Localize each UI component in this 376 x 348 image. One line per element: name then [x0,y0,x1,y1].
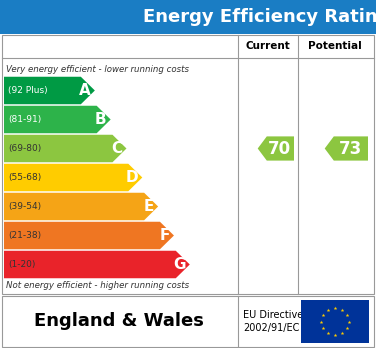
Bar [301,300,369,343]
Polygon shape [4,193,158,220]
Text: 70: 70 [268,140,291,158]
Polygon shape [4,106,111,133]
Text: Current: Current [246,41,290,51]
Bar [0,0,376,34]
Bar [2,296,374,347]
Text: E: E [144,199,154,214]
Text: England & Wales: England & Wales [34,313,204,331]
Text: Potential: Potential [308,41,362,51]
Text: (55-68): (55-68) [8,173,41,182]
Polygon shape [4,251,190,278]
Text: (81-91): (81-91) [8,115,41,124]
Text: (21-38): (21-38) [8,231,41,240]
Text: Not energy efficient - higher running costs: Not energy efficient - higher running co… [6,280,189,290]
Text: A: A [79,83,91,98]
Bar [2,35,374,294]
Polygon shape [325,136,368,160]
Text: Very energy efficient - lower running costs: Very energy efficient - lower running co… [6,65,189,74]
Text: Energy Efficiency Rating: Energy Efficiency Rating [143,8,376,26]
Text: (69-80): (69-80) [8,144,41,153]
Text: C: C [111,141,123,156]
Text: (1-20): (1-20) [8,260,35,269]
Text: B: B [95,112,107,127]
Text: 2002/91/EC: 2002/91/EC [243,324,299,333]
Polygon shape [4,222,174,249]
Polygon shape [258,136,294,160]
Text: F: F [159,228,170,243]
Polygon shape [4,164,142,191]
Polygon shape [4,135,126,162]
Text: EU Directive: EU Directive [243,309,303,319]
Polygon shape [4,77,95,104]
Text: 73: 73 [339,140,362,158]
Text: (92 Plus): (92 Plus) [8,86,48,95]
Text: D: D [126,170,138,185]
Text: (39-54): (39-54) [8,202,41,211]
Text: G: G [173,257,186,272]
